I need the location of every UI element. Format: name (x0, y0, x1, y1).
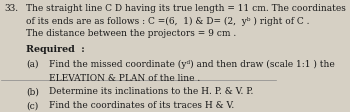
Text: Find the missed coordinate (yᵈ) and then draw (scale 1:1 ) the: Find the missed coordinate (yᵈ) and then… (49, 59, 335, 68)
Text: The distance between the projectors = 9 cm .: The distance between the projectors = 9 … (26, 29, 236, 38)
Text: of its ends are as follows : C =(6,  1) & D= (2,  yᵇ ) right of C .: of its ends are as follows : C =(6, 1) &… (26, 16, 309, 25)
Text: (c): (c) (26, 100, 38, 109)
Text: 33.: 33. (4, 4, 18, 13)
Text: ELEVATION & PLAN of the line .: ELEVATION & PLAN of the line . (49, 73, 201, 82)
Text: (a): (a) (26, 59, 38, 68)
Text: (b): (b) (26, 87, 39, 96)
Text: Required  :: Required : (26, 45, 85, 54)
Text: Find the coordinates of its traces H & V.: Find the coordinates of its traces H & V… (49, 100, 234, 109)
Text: The straight line C D having its true length = 11 cm. The coordinates: The straight line C D having its true le… (26, 4, 346, 13)
Text: Determine its inclinations to the H. P. & V. P.: Determine its inclinations to the H. P. … (49, 87, 254, 96)
